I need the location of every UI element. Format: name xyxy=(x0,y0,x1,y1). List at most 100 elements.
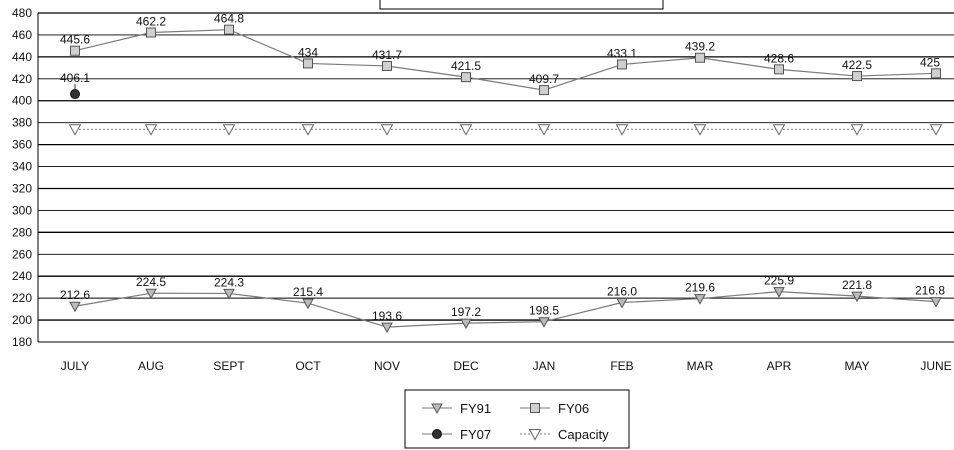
data-point xyxy=(145,288,157,300)
y-tick-label: 340 xyxy=(12,160,32,174)
data-label: 216.8 xyxy=(915,284,945,298)
data-point xyxy=(617,59,627,70)
x-tick-label: SEPT xyxy=(213,359,245,373)
data-label: 434 xyxy=(298,45,318,59)
y-tick-label: 360 xyxy=(12,138,32,152)
data-point xyxy=(537,124,551,136)
y-tick-label: 200 xyxy=(12,313,32,327)
data-label: 198.5 xyxy=(529,304,559,318)
data-point xyxy=(303,58,313,69)
data-point xyxy=(773,287,785,298)
data-label: 445.6 xyxy=(60,33,90,47)
x-tick-label: FEB xyxy=(610,359,633,373)
legend-label: Capacity xyxy=(558,427,609,442)
data-point xyxy=(852,71,862,82)
data-label: 433.1 xyxy=(607,46,637,60)
y-tick-label: 440 xyxy=(12,50,32,64)
data-label: 215.4 xyxy=(293,285,323,299)
data-point xyxy=(380,124,394,136)
data-point xyxy=(302,298,314,310)
data-label: 462.2 xyxy=(136,15,166,29)
x-tick-label: JULY xyxy=(61,359,89,373)
data-label: 219.6 xyxy=(685,281,715,295)
y-tick-label: 300 xyxy=(12,203,32,217)
x-tick-label: AUG xyxy=(138,359,164,373)
data-point xyxy=(146,27,156,38)
series-line xyxy=(74,29,937,91)
series-fy06: 445.6 462.2 464.8 434 431.7 421.5 409.7 433.1 43… xyxy=(60,12,941,96)
data-point xyxy=(851,291,863,303)
legend-item-capacity: Capacity xyxy=(520,427,609,442)
data-point xyxy=(301,124,315,136)
data-point xyxy=(538,317,550,328)
y-tick-label: 420 xyxy=(12,72,32,86)
data-point xyxy=(70,45,80,56)
data-label: 212.6 xyxy=(60,288,90,302)
data-point xyxy=(930,297,942,308)
data-point xyxy=(70,89,80,100)
data-label: 464.8 xyxy=(214,12,244,26)
series-line xyxy=(74,291,937,328)
data-label: 421.5 xyxy=(451,59,481,73)
data-label: 439.2 xyxy=(685,40,715,54)
y-tick-label: 280 xyxy=(12,225,32,239)
y-axis: 180 200 220 240 260 280 300 320 340 360 380 400 420 4… xyxy=(12,6,32,349)
legend: FY91 FY06 FY07 Capacity xyxy=(404,389,630,449)
series-fy07: 406.1 xyxy=(60,71,90,100)
y-tick-label: 380 xyxy=(12,116,32,130)
data-point xyxy=(381,322,393,334)
data-label: 221.8 xyxy=(842,278,872,292)
data-point xyxy=(539,85,549,96)
x-tick-label: NOV xyxy=(374,359,400,373)
legend-item-fy06: FY06 xyxy=(520,401,589,416)
x-tick-label: MAY xyxy=(844,359,869,373)
data-label: 193.6 xyxy=(372,309,402,323)
data-point xyxy=(931,68,941,79)
data-point xyxy=(461,72,471,83)
y-tick-label: 460 xyxy=(12,28,32,42)
data-point xyxy=(528,429,542,441)
y-tick-label: 220 xyxy=(12,291,32,305)
legend-label: FY06 xyxy=(558,401,589,416)
data-point xyxy=(774,64,784,75)
x-axis: JULY AUG SEPT OCT NOV DEC JAN FEB MAR APR MAY JUNE xyxy=(61,359,952,373)
data-label: 197.2 xyxy=(451,305,481,319)
legend-label: FY91 xyxy=(460,401,491,416)
series-layer: 212.6 224.5 224.3 215.4 193.6 197.2 198.5 216.0… xyxy=(60,12,945,334)
x-tick-label: JAN xyxy=(533,359,556,373)
legend-box xyxy=(404,389,630,449)
x-tick-label: JUNE xyxy=(920,359,951,373)
grid xyxy=(37,12,954,343)
title-box-remnant xyxy=(379,0,664,10)
series-fy91: 212.6 224.5 224.3 215.4 193.6 197.2 198.5 216.0… xyxy=(60,274,945,334)
data-point xyxy=(929,124,943,136)
data-point xyxy=(459,124,473,136)
data-label: 406.1 xyxy=(60,71,90,85)
x-tick-label: APR xyxy=(767,359,792,373)
y-tick-label: 320 xyxy=(12,181,32,195)
series-capacity xyxy=(68,124,943,136)
data-point xyxy=(432,429,442,439)
legend-label: FY07 xyxy=(460,427,491,442)
data-point xyxy=(695,52,705,63)
data-point xyxy=(69,301,81,313)
data-point xyxy=(431,403,443,415)
data-label: 216.0 xyxy=(607,285,637,299)
legend-item-fy07: FY07 xyxy=(422,427,491,442)
data-point xyxy=(615,124,629,136)
data-label: 409.7 xyxy=(529,72,559,86)
x-tick-label: OCT xyxy=(295,359,321,373)
data-point xyxy=(382,60,392,71)
y-tick-label: 400 xyxy=(12,94,32,108)
data-point xyxy=(68,124,82,136)
x-tick-label: DEC xyxy=(453,359,479,373)
x-tick-label: MAR xyxy=(687,359,714,373)
data-point xyxy=(223,288,235,300)
data-label: 425 xyxy=(920,55,940,69)
data-point xyxy=(222,124,236,136)
data-label: 431.7 xyxy=(372,48,402,62)
y-tick-label: 480 xyxy=(12,6,32,20)
data-point xyxy=(850,124,864,136)
data-point xyxy=(693,124,707,136)
